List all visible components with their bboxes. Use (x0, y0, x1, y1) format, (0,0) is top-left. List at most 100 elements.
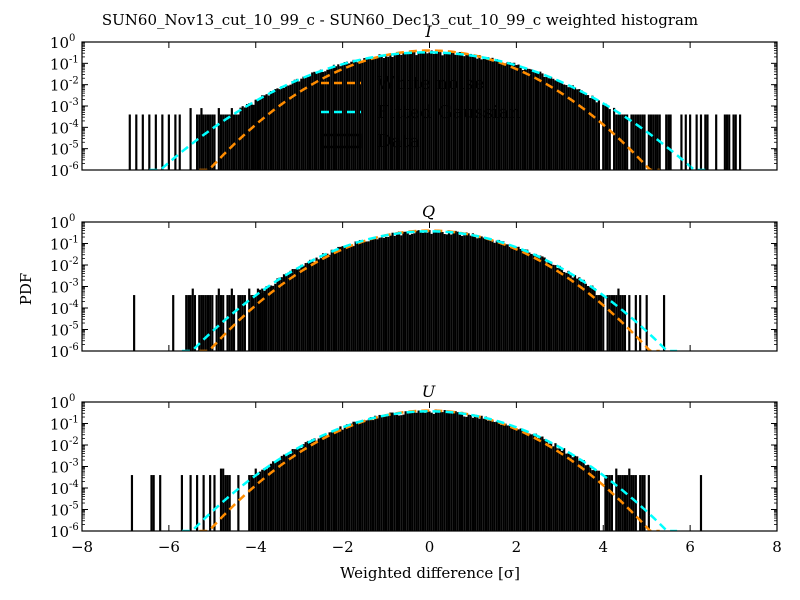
data-bar (610, 475, 614, 531)
data-bar (200, 295, 203, 351)
data-bar (558, 448, 561, 531)
data-bar (734, 114, 737, 170)
data-bar (315, 72, 318, 170)
data-bar (413, 233, 416, 351)
x-tick-label: 0 (425, 538, 435, 556)
data-bar (467, 233, 470, 351)
data-bar (363, 420, 366, 531)
data-bar (630, 114, 633, 170)
data-bar (539, 436, 542, 531)
data-bar (341, 64, 344, 170)
data-bar (504, 423, 507, 531)
data-bar (606, 295, 609, 351)
data-bar (515, 247, 518, 351)
y-tick-label: 10 (50, 141, 69, 159)
data-bar (276, 278, 279, 351)
data-bar (550, 76, 553, 170)
data-bar (489, 419, 492, 531)
data-bar (484, 416, 488, 531)
data-bar (547, 261, 551, 351)
data-bar (306, 262, 309, 351)
data-bar (623, 295, 627, 351)
data-bar (324, 71, 327, 170)
data-bar (452, 412, 455, 531)
data-bar (534, 433, 538, 531)
data-bar (484, 58, 488, 170)
y-tick-exponent: 0 (69, 393, 75, 404)
data-bar (363, 241, 366, 351)
data-bar (365, 420, 368, 531)
data-bar (502, 64, 505, 170)
data-bar (263, 95, 266, 170)
data-bar (369, 417, 372, 531)
data-bar (417, 410, 420, 531)
data-bar (148, 114, 151, 170)
data-bar (502, 424, 505, 531)
data-bar (584, 93, 587, 170)
data-bar (361, 421, 364, 531)
data-bar (641, 475, 644, 531)
data-bar (439, 410, 442, 531)
y-axis-label: PDF (17, 273, 35, 306)
data-bar (415, 55, 418, 170)
data-bar (352, 59, 355, 170)
data-bar (274, 89, 277, 170)
data-bar (424, 231, 427, 351)
y-tick-label: 10 (50, 343, 69, 361)
data-bar (608, 109, 611, 170)
data-bar (636, 114, 640, 170)
data-bar (573, 275, 577, 351)
data-bar (193, 295, 197, 351)
data-bar (465, 416, 468, 531)
data-bar (434, 52, 438, 170)
data-bar (534, 71, 538, 170)
data-bar (508, 246, 511, 351)
panel-title: I (424, 22, 432, 41)
data-bar (450, 51, 453, 170)
y-tick-exponent: -5 (69, 321, 79, 332)
data-bar (545, 262, 548, 351)
data-bar (391, 412, 394, 531)
y-tick-exponent: -3 (69, 458, 79, 469)
data-bar (378, 237, 381, 351)
data-bar (256, 100, 260, 170)
data-bar (265, 469, 268, 531)
data-bar (278, 89, 281, 170)
data-bar (515, 428, 518, 531)
data-bar (315, 440, 318, 531)
x-tick-label: −4 (245, 538, 267, 556)
y-tick-exponent: -4 (69, 299, 79, 310)
data-bar (267, 466, 270, 531)
data-bar (291, 449, 294, 531)
data-bar (315, 257, 318, 351)
data-bar (421, 409, 425, 531)
data-bar (521, 70, 524, 170)
data-bar (619, 114, 622, 170)
data-bar (339, 426, 342, 531)
data-bar (456, 231, 459, 351)
data-bar (715, 114, 718, 170)
data-bar (187, 295, 190, 351)
data-bar (411, 412, 414, 531)
data-bar (291, 81, 294, 170)
data-bar (530, 69, 533, 170)
data-bar (452, 232, 455, 351)
data-bar (441, 232, 444, 351)
data-bar (615, 295, 618, 351)
data-bar (293, 449, 296, 531)
y-tick-exponent: -6 (69, 161, 79, 172)
data-bar (308, 442, 312, 531)
data-bar (348, 427, 351, 531)
data-bar (287, 272, 290, 351)
data-bar (586, 464, 590, 531)
data-bar (647, 114, 650, 170)
data-bar (172, 295, 175, 351)
data-bar (441, 412, 444, 531)
data-bar (563, 448, 566, 531)
data-bar (413, 51, 416, 170)
data-bar (537, 71, 540, 170)
data-bar (593, 288, 596, 351)
data-bar (684, 114, 687, 170)
data-bar (282, 274, 286, 351)
y-tick-exponent: -4 (69, 479, 79, 490)
